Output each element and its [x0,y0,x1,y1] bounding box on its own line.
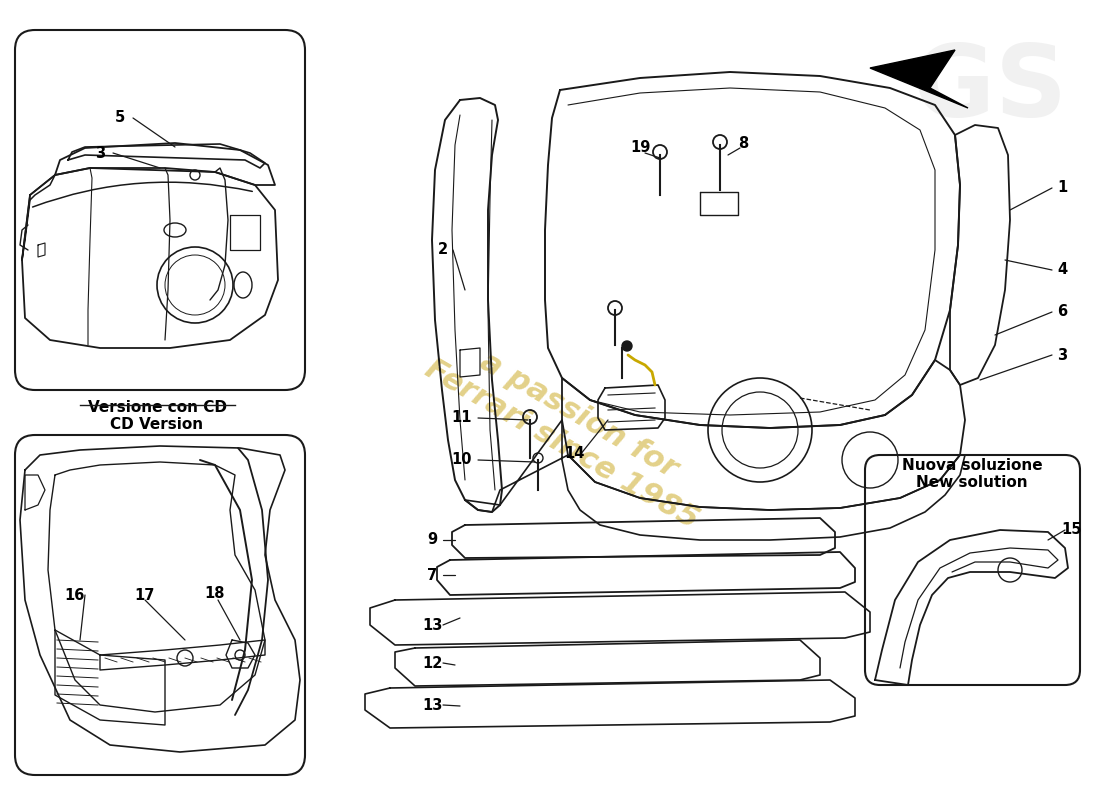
Text: 9: 9 [427,533,437,547]
Text: 17: 17 [135,587,155,602]
Text: 19: 19 [630,141,650,155]
Text: Versione con CD
CD Version: Versione con CD CD Version [88,400,227,432]
Polygon shape [870,50,968,108]
Text: 7: 7 [427,567,437,582]
Text: 5: 5 [114,110,125,126]
Text: 12: 12 [421,655,442,670]
Text: 8: 8 [738,135,748,150]
Text: 13: 13 [421,618,442,633]
Text: 18: 18 [205,586,225,601]
Text: 3: 3 [95,146,106,161]
Text: 1: 1 [1057,181,1067,195]
Text: 13: 13 [421,698,442,713]
Circle shape [621,341,632,351]
Text: 2: 2 [438,242,448,258]
Text: 10: 10 [452,453,472,467]
Text: Nuova soluzione
New solution: Nuova soluzione New solution [902,458,1043,490]
Text: 3: 3 [1057,347,1067,362]
Text: a passion for
Ferrari since 1985: a passion for Ferrari since 1985 [420,326,720,534]
Text: 16: 16 [65,587,85,602]
Text: GS: GS [913,42,1067,138]
Text: 6: 6 [1057,305,1067,319]
Text: 4: 4 [1057,262,1067,278]
Text: 15: 15 [1062,522,1082,538]
Text: 14: 14 [564,446,585,461]
Text: 11: 11 [452,410,472,426]
